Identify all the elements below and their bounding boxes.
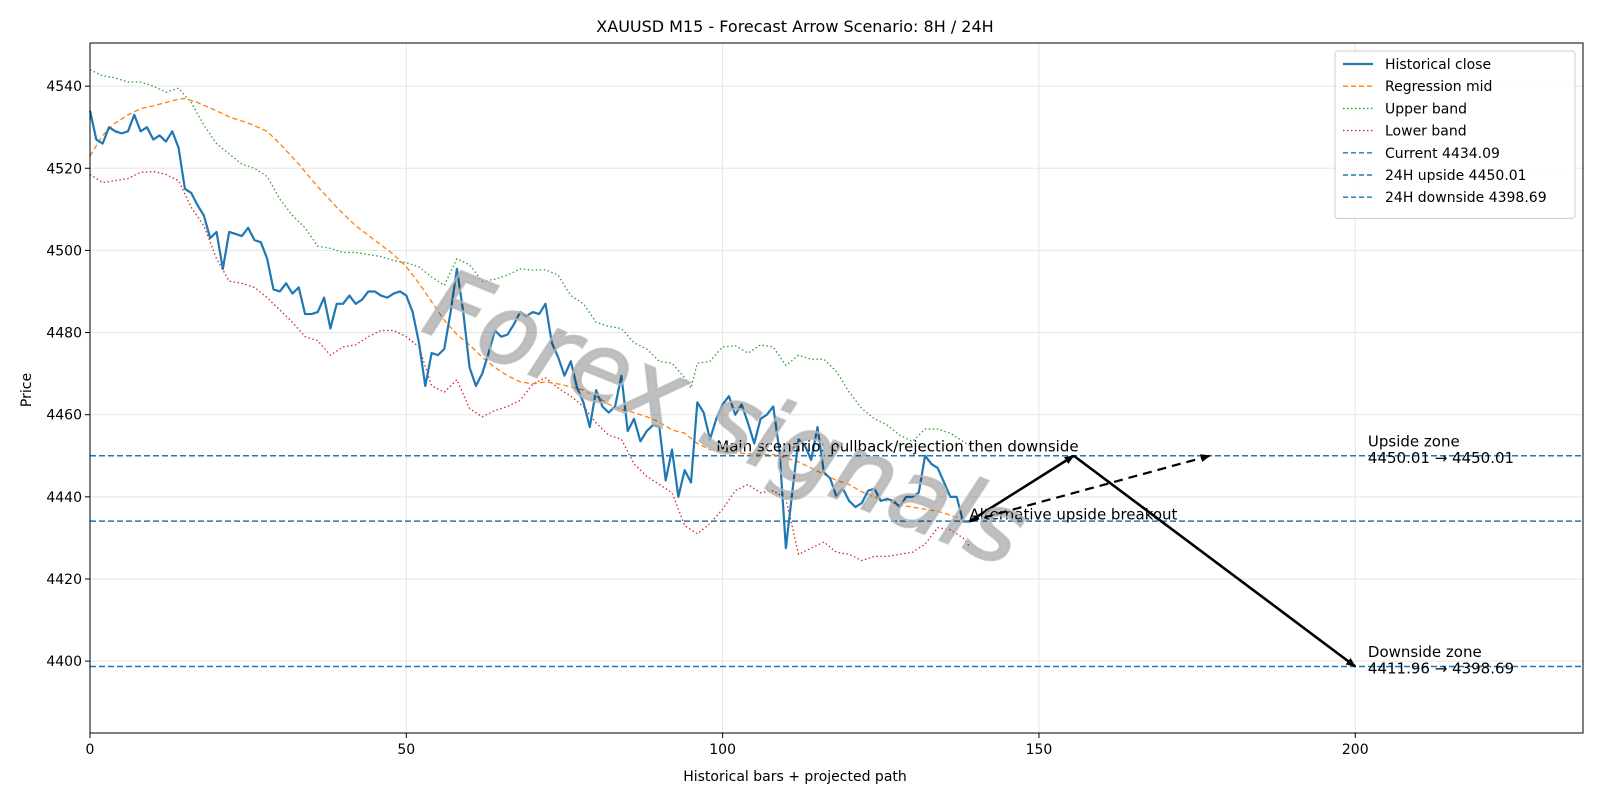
forecast-arrow [968,454,1075,523]
annotation-label: Alternative upside breakout [969,505,1177,523]
y-tick-label: 4400 [46,654,82,670]
annotation-label: 4450.01 → 4450.01 [1368,449,1514,467]
x-tick-label: 200 [1342,742,1369,758]
chart-title: XAUUSD M15 - Forecast Arrow Scenario: 8H… [596,17,993,36]
y-tick-label: 4460 [46,408,82,424]
legend-label: 24H downside 4398.69 [1385,190,1547,206]
grid-lines [89,43,1583,733]
x-tick-label: 150 [1026,742,1053,758]
watermark: Forex signals [410,246,1042,590]
y-tick-label: 4480 [46,326,82,342]
reference-lines [90,454,1583,668]
forecast-arrow [1072,454,1357,668]
annotation-label: 4411.96 → 4398.69 [1368,659,1514,677]
x-axis-label: Historical bars + projected path [683,769,907,785]
series-line [88,110,970,550]
legend-label: Historical close [1385,57,1491,73]
y-tick-label: 4420 [46,572,82,588]
legend-label: Current 4434.09 [1385,146,1500,162]
annotation-label: Downside zone [1368,643,1482,661]
legend-label: Regression mid [1385,79,1492,95]
legend: Historical close Regression mid Upper band… [1334,50,1576,219]
x-tick-label: 100 [709,742,736,758]
y-tick-label: 4540 [46,79,82,95]
annotations: Main scenario: pullback/rejection then d… [716,432,1514,677]
series-lines [88,69,970,562]
legend-label: Lower band [1385,124,1467,140]
y-axis-label: Price [19,373,35,407]
legend-label: Upper band [1385,101,1467,117]
y-tick-label: 4440 [46,490,82,506]
forecast-arrows [968,454,1357,668]
axes: 0 50 100 150 200 4400 4420 4440 4460 4480 4500 4520… [46,79,1368,758]
watermark-text: Forex signals [411,247,1041,588]
y-tick-label: 4520 [46,161,82,177]
legend-label: 24H upside 4450.01 [1385,168,1527,184]
x-tick-label: 50 [397,742,415,758]
x-tick-label: 0 [86,742,95,758]
annotation-label: Main scenario: pullback/rejection then d… [716,438,1078,456]
legend-box [1334,50,1576,219]
series-line [89,170,970,562]
annotation-label: Upside zone [1368,432,1460,450]
forecast-arrow [969,454,1211,523]
y-tick-label: 4500 [46,243,82,259]
plot-frame [89,42,1584,734]
